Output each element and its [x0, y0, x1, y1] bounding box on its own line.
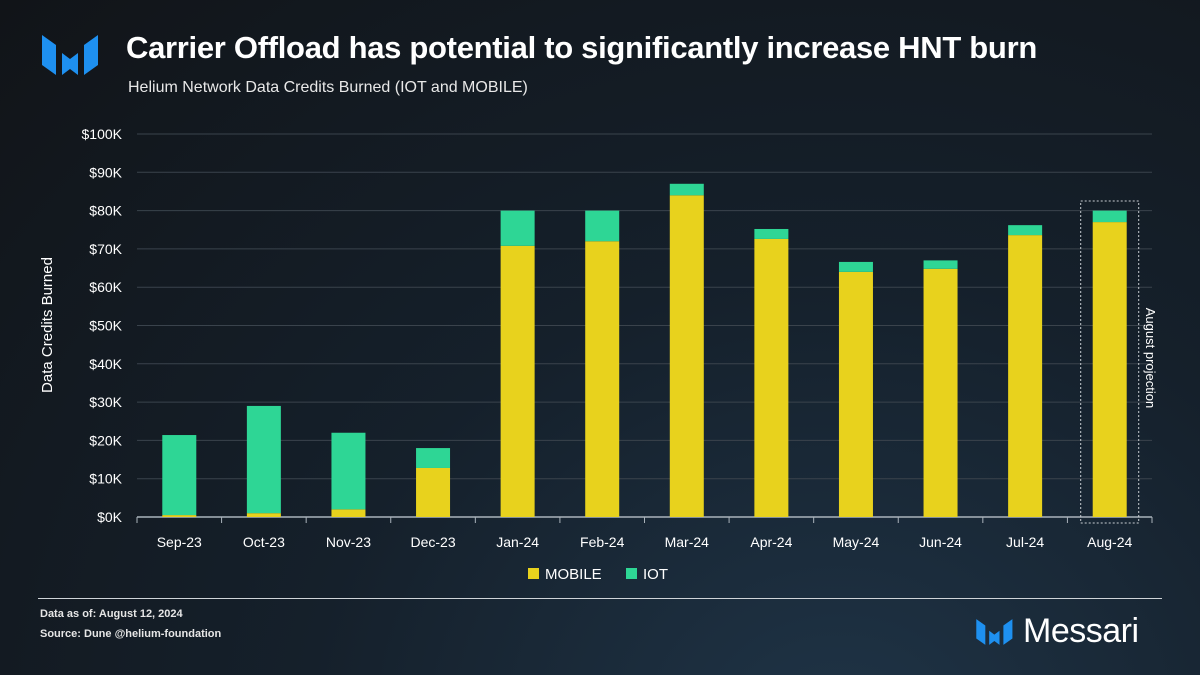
legend-swatch-iot	[626, 568, 637, 579]
bar-mobile	[500, 245, 535, 517]
bar-iot	[754, 228, 789, 239]
y-tick-label: $20K	[89, 432, 122, 448]
bar-mobile	[669, 195, 704, 517]
bar-mobile	[1008, 235, 1043, 517]
bar-iot	[416, 448, 451, 468]
y-tick-label: $40K	[89, 356, 122, 372]
chart-subtitle: Helium Network Data Credits Burned (IOT …	[128, 79, 528, 96]
bar-iot	[246, 405, 281, 514]
bar-mobile	[416, 467, 451, 517]
projection-annotation: August projection	[1143, 308, 1158, 408]
bar-iot	[162, 435, 197, 516]
projection-box	[1080, 200, 1140, 524]
legend-label-iot: IOT	[643, 566, 668, 583]
data-as-of: Data as of: August 12, 2024	[40, 608, 183, 620]
y-tick-label: $30K	[89, 394, 122, 410]
source-note: Source: Dune @helium-foundation	[40, 628, 222, 640]
bar-iot	[331, 432, 366, 510]
y-tick-label: $70K	[89, 241, 122, 257]
y-tick-label: $60K	[89, 279, 122, 295]
bar-iot	[500, 210, 535, 246]
messari-brand-icon	[976, 618, 1013, 645]
x-tick-label: Aug-24	[1087, 534, 1132, 550]
x-tick-label: Jun-24	[919, 534, 962, 550]
legend-swatch-mobile	[528, 568, 539, 579]
bar-mobile	[754, 238, 789, 517]
x-tick-label: Jan-24	[496, 534, 539, 550]
bar-mobile	[246, 513, 281, 517]
x-tick-label: Mar-24	[665, 534, 710, 550]
x-tick-label: Feb-24	[580, 534, 625, 550]
brand-name: Messari	[1023, 612, 1139, 650]
y-tick-label: $100K	[82, 126, 123, 142]
x-tick-label: Apr-24	[750, 534, 792, 550]
bar-mobile	[1092, 222, 1127, 517]
x-tick-label: Sep-23	[157, 534, 202, 550]
y-axis-label: Data Credits Burned	[39, 257, 56, 393]
bar-iot	[1008, 225, 1043, 236]
stacked-bar-chart: $0K $10K $20K $30K $40K $50K $60K $70K $80K $90K $…	[39, 126, 1158, 583]
y-tick-label: $90K	[89, 164, 122, 180]
y-tick-label: $80K	[89, 203, 122, 219]
footer-divider	[38, 598, 1162, 599]
bar-mobile	[162, 515, 197, 517]
bar-iot	[585, 210, 620, 242]
x-tick-label: Jul-24	[1006, 534, 1044, 550]
x-tick-label: Oct-23	[243, 534, 285, 550]
messari-logo-icon	[40, 33, 102, 82]
x-tick-label: May-24	[833, 534, 880, 550]
bar-iot	[1092, 210, 1127, 223]
y-tick-label: $10K	[89, 471, 122, 487]
bar-iot	[923, 260, 958, 269]
bar-iot	[669, 183, 704, 196]
messari-brand: Messari	[975, 612, 1139, 651]
chart-title: Carrier Offload has potential to signifi…	[126, 30, 1037, 65]
bar-mobile	[923, 268, 958, 517]
y-tick-label: $0K	[97, 509, 123, 525]
legend-label-mobile: MOBILE	[545, 566, 602, 583]
bar-mobile	[331, 509, 366, 517]
bar-mobile	[838, 271, 873, 517]
x-tick-label: Nov-23	[326, 534, 371, 550]
y-tick-label: $50K	[89, 318, 122, 334]
x-tick-label: Dec-23	[410, 534, 455, 550]
bar-mobile	[585, 241, 620, 518]
bar-iot	[838, 261, 873, 272]
